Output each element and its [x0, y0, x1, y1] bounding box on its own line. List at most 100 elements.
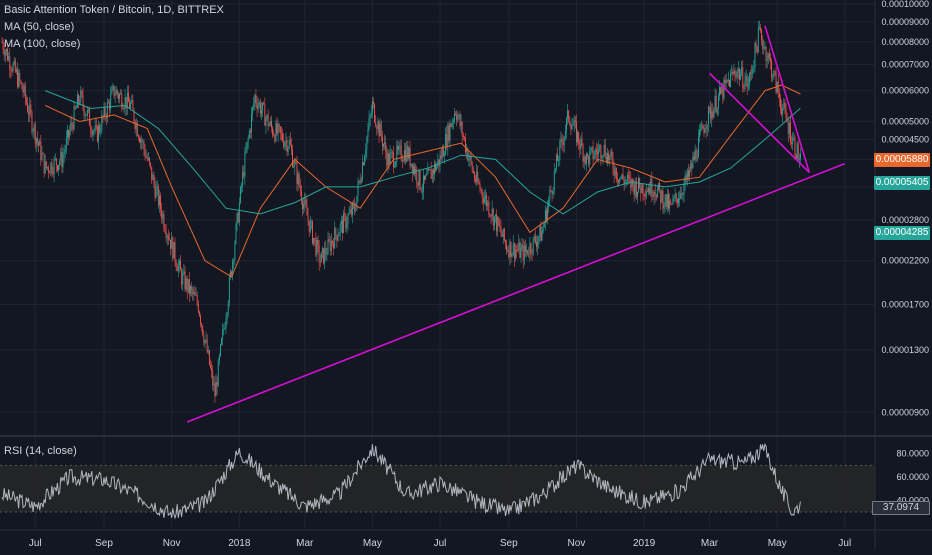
- candle-body: [38, 141, 40, 146]
- candle-body: [163, 213, 165, 229]
- candle-body: [737, 68, 739, 72]
- candle-body: [397, 145, 399, 151]
- candle-body: [524, 245, 526, 252]
- candle-body: [461, 122, 463, 136]
- candle-body: [120, 93, 122, 95]
- candle-body: [82, 95, 84, 106]
- candle-body: [689, 169, 690, 177]
- candle-body: [445, 134, 447, 155]
- candle-body: [679, 198, 681, 200]
- candle-body: [65, 137, 67, 150]
- candle-body: [51, 162, 53, 173]
- candle-body: [225, 319, 227, 329]
- moving-averages[interactable]: [44, 84, 801, 278]
- candle-body: [377, 121, 379, 129]
- candle-body: [151, 166, 153, 180]
- candle-body: [481, 189, 483, 198]
- candle-body: [725, 79, 727, 84]
- candle-body: [483, 198, 485, 203]
- candles-layer[interactable]: [1, 20, 801, 403]
- symbol-legend[interactable]: Basic Attention Token / Bitcoin, 1D, BIT…: [4, 4, 224, 16]
- rsi-layer[interactable]: [1, 442, 801, 520]
- x-tick-label: 2018: [228, 538, 251, 549]
- rsi-legend[interactable]: RSI (14, close): [4, 445, 77, 457]
- candle-body: [633, 184, 635, 195]
- candle-body: [456, 114, 458, 121]
- candle-body: [275, 123, 277, 142]
- candle-body: [264, 104, 266, 126]
- candle-body: [344, 213, 346, 215]
- candle-body: [475, 179, 476, 182]
- candle-body: [140, 139, 142, 143]
- candle-body: [660, 189, 662, 203]
- candle-body: [215, 382, 217, 397]
- candle-body: [694, 150, 696, 160]
- candle-body: [324, 247, 326, 264]
- candle-body: [638, 178, 639, 192]
- candle-body: [470, 155, 472, 163]
- candle-body: [584, 156, 586, 164]
- candle-body: [144, 149, 146, 158]
- candle-body: [439, 155, 441, 167]
- candle-body: [59, 161, 61, 166]
- candle-body: [654, 191, 656, 196]
- candle-body: [258, 102, 260, 105]
- candle-body: [297, 173, 299, 184]
- candle-body: [781, 107, 783, 115]
- candle-body: [259, 102, 261, 114]
- candle-body: [735, 74, 737, 77]
- candle-body: [139, 137, 140, 143]
- trendline: [708, 72, 810, 174]
- candle-body: [273, 134, 275, 136]
- candle-body: [719, 87, 720, 96]
- candle-body: [303, 203, 305, 209]
- candle-body: [669, 200, 671, 209]
- candle-body: [693, 156, 695, 160]
- candle-body: [1, 41, 3, 43]
- candle-body: [734, 70, 736, 75]
- candle-body: [317, 240, 319, 246]
- candle-body: [579, 143, 581, 149]
- candle-body: [64, 149, 66, 153]
- candle-body: [767, 53, 769, 59]
- last-price-tag: 0.00004285: [874, 226, 930, 240]
- candle-body: [341, 220, 343, 234]
- candle-body: [32, 131, 34, 133]
- candle-body: [133, 108, 135, 122]
- candle-body: [368, 118, 370, 130]
- candle-body: [561, 138, 563, 143]
- candle-body: [5, 48, 7, 52]
- candle-body: [180, 260, 181, 271]
- candle-body: [336, 235, 338, 241]
- candle-body: [272, 127, 274, 135]
- candle-body: [123, 108, 125, 109]
- ma50-legend[interactable]: MA (50, close): [4, 21, 75, 33]
- candle-body: [184, 271, 186, 290]
- candle-body: [653, 191, 655, 197]
- candle-body: [211, 367, 213, 371]
- candle-body: [514, 250, 516, 259]
- candle-body: [236, 213, 238, 224]
- ma100-legend[interactable]: MA (100, close): [4, 38, 81, 50]
- candle-body: [768, 53, 770, 58]
- candle-body: [646, 191, 648, 193]
- candle-body: [559, 141, 561, 160]
- candle-body: [299, 185, 301, 192]
- candle-body: [517, 250, 519, 251]
- candle-body: [134, 121, 136, 130]
- candle-body: [20, 80, 22, 83]
- candle-body: [714, 95, 716, 109]
- candle-body: [795, 154, 797, 159]
- candle-body: [201, 323, 203, 326]
- trendlines-layer[interactable]: [186, 25, 846, 423]
- candle-body: [798, 159, 800, 160]
- candle-body: [94, 125, 96, 131]
- candle-body: [676, 198, 678, 204]
- candle-body: [539, 226, 541, 237]
- candle-body: [8, 56, 10, 61]
- candle-body: [408, 147, 410, 159]
- candle-body: [69, 130, 71, 137]
- grid-lines: [0, 0, 875, 530]
